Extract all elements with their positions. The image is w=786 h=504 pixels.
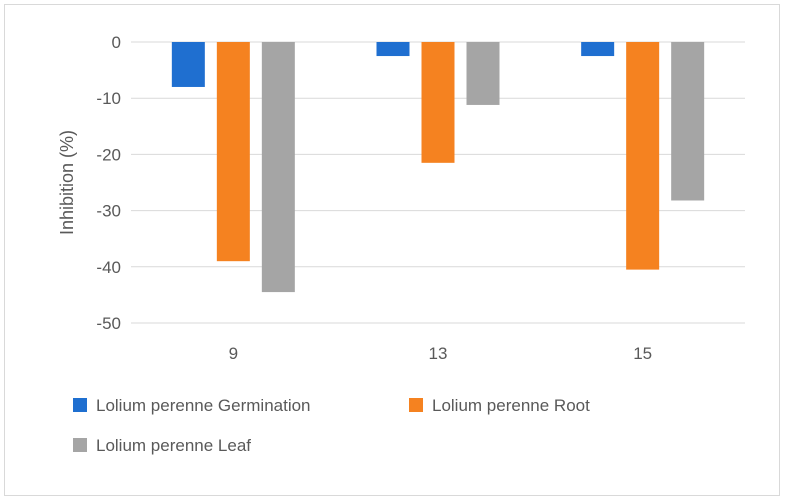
- bar-1-15: [581, 42, 615, 57]
- bar-2-15: [626, 42, 660, 270]
- y-tick-label: -40: [96, 258, 121, 277]
- x-tick-label: 15: [633, 344, 652, 363]
- bar-3-9: [261, 42, 295, 293]
- y-tick-label: -50: [96, 314, 121, 333]
- legend: Lolium perenne Germination Lolium perenne…: [73, 396, 590, 455]
- y-tick-label: -20: [96, 145, 121, 164]
- x-tick-label: 13: [429, 344, 448, 363]
- y-tick-label: -30: [96, 202, 121, 221]
- x-tick-label: 9: [229, 344, 238, 363]
- bar-1-9: [171, 42, 205, 87]
- bar-2-13: [421, 42, 455, 163]
- bar-2-9: [216, 42, 250, 262]
- legend-swatch-3: [73, 438, 87, 452]
- legend-swatch-1: [73, 398, 87, 412]
- y-axis-title: Inhibition (%): [57, 130, 77, 235]
- bar-1-13: [376, 42, 410, 57]
- legend-label-2: Lolium perenne Root: [432, 396, 590, 415]
- bar-chart: 0 -10 -20 -30 -40 -50 9 13 15 Inhibition (%) Lo…: [57, 33, 745, 455]
- legend-swatch-2: [409, 398, 423, 412]
- bars: [171, 42, 705, 293]
- y-tick-label: 0: [112, 33, 121, 52]
- y-tick-labels: 0 -10 -20 -30 -40 -50: [96, 33, 121, 333]
- bar-3-15: [671, 42, 705, 201]
- legend-label-1: Lolium perenne Germination: [96, 396, 311, 415]
- chart-frame: 0 -10 -20 -30 -40 -50 9 13 15 Inhibition (%) Lo…: [4, 4, 780, 496]
- legend-label-3: Lolium perenne Leaf: [96, 436, 251, 455]
- x-tick-labels: 9 13 15: [229, 344, 653, 363]
- bar-3-13: [466, 42, 500, 105]
- y-tick-label: -10: [96, 89, 121, 108]
